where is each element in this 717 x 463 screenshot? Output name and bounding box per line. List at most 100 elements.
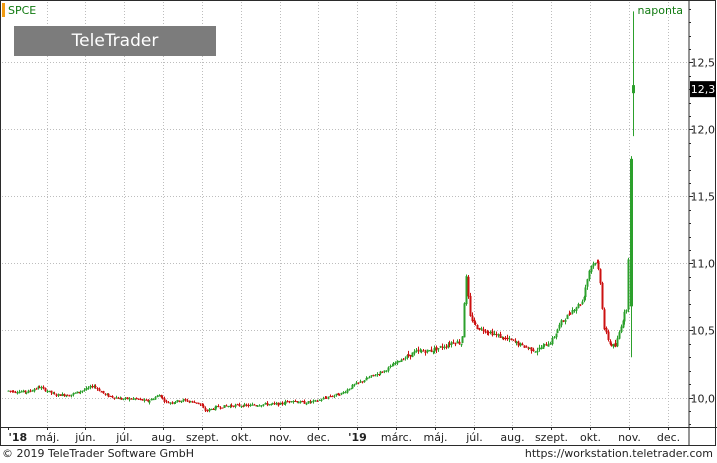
candle-body xyxy=(199,403,202,405)
candle-body xyxy=(16,392,19,394)
candle-body xyxy=(355,382,358,385)
y-tick-label: 11,0 xyxy=(691,258,716,271)
candle-body xyxy=(480,328,483,330)
candle-body xyxy=(197,402,200,404)
candle-body xyxy=(460,344,463,346)
candle-body xyxy=(297,402,300,404)
candle-body xyxy=(247,404,250,407)
candle-body xyxy=(174,401,177,403)
candle-body xyxy=(409,354,412,357)
candle-body xyxy=(161,397,164,399)
candle-body xyxy=(599,269,602,284)
x-tick-label: márc. xyxy=(381,431,412,444)
teletrader-logo: TeleTrader WorkStation xyxy=(14,26,216,81)
candle-body xyxy=(189,401,192,403)
candle-body xyxy=(612,344,615,347)
candle-body xyxy=(24,390,27,393)
candle-body xyxy=(329,396,332,398)
candle-body xyxy=(148,400,151,403)
symbol-label[interactable]: SPCE xyxy=(8,4,37,17)
candle-body xyxy=(66,394,69,396)
candle-body xyxy=(452,342,455,344)
candle-body xyxy=(312,400,315,402)
candle-body xyxy=(573,310,576,312)
candle-body xyxy=(268,404,271,406)
candle-body xyxy=(530,347,533,351)
candle-body xyxy=(387,367,390,371)
candle-body xyxy=(439,346,442,348)
candle-body xyxy=(392,363,395,366)
candle-body xyxy=(586,279,589,287)
candle-body xyxy=(53,393,56,395)
candle-body xyxy=(357,382,360,384)
candle-body xyxy=(178,400,181,402)
x-tick-label: dec. xyxy=(657,431,680,444)
candle-body xyxy=(128,398,131,400)
candle-body xyxy=(353,384,356,386)
candle-body xyxy=(391,365,394,367)
candle-body xyxy=(238,404,241,407)
candle-body xyxy=(630,158,633,307)
footer-url-link[interactable]: https://workstation.teletrader.com xyxy=(524,447,713,460)
candle-body xyxy=(212,409,215,411)
candle-body xyxy=(632,85,635,94)
x-tick-label: okt. xyxy=(580,431,601,444)
candle-body xyxy=(31,390,34,392)
candle-body xyxy=(221,407,224,409)
candle-body xyxy=(68,395,71,397)
candle-body xyxy=(204,408,207,411)
period-label[interactable]: naponta xyxy=(637,4,683,17)
candle-body xyxy=(538,347,541,350)
candle-body xyxy=(504,338,507,340)
candle-body xyxy=(456,341,459,344)
candle-body xyxy=(264,403,267,405)
candle-body xyxy=(417,349,420,351)
candle-body xyxy=(186,400,189,402)
candle-body xyxy=(601,282,604,309)
candle-body xyxy=(163,398,166,402)
candle-body xyxy=(510,339,513,341)
candle-body xyxy=(402,359,405,361)
candle-body xyxy=(413,351,416,354)
candle-body xyxy=(290,401,293,403)
x-tick-label: júl. xyxy=(465,431,483,444)
candle-body xyxy=(147,399,150,402)
candle-body xyxy=(256,405,259,407)
candle-body xyxy=(495,334,498,336)
candle-body xyxy=(579,304,582,306)
candle-body xyxy=(478,328,481,330)
candle-body xyxy=(234,404,237,407)
candle-body xyxy=(335,393,338,396)
y-tick-label: 10,0 xyxy=(691,393,716,406)
candle-body xyxy=(214,406,217,411)
candle-body xyxy=(454,343,457,345)
candle-body xyxy=(450,342,453,345)
candle-body xyxy=(152,399,155,401)
candle-body xyxy=(499,334,502,338)
candle-body xyxy=(260,405,263,407)
candle-body xyxy=(447,344,450,348)
candle-body xyxy=(547,344,550,347)
candle-body xyxy=(98,388,101,392)
candle-body xyxy=(314,400,317,402)
candle-body xyxy=(381,371,384,373)
y-tick-label: 11,5 xyxy=(691,191,716,204)
candle-body xyxy=(497,334,500,336)
candle-body xyxy=(487,332,490,334)
candle-body xyxy=(135,397,138,399)
candle-body xyxy=(545,344,548,346)
candle-body xyxy=(79,391,82,393)
candle-body xyxy=(76,391,79,394)
candle-body xyxy=(443,347,446,349)
candle-body xyxy=(445,346,448,348)
candle-body xyxy=(206,410,209,412)
y-tick-label: 12,0 xyxy=(691,124,716,137)
candlestick-chart[interactable]: 10,0 10,5 11,0 11,5 12,0 12,5 '18 máj. jún. júl. a… xyxy=(1,1,717,447)
candle-body xyxy=(506,337,509,340)
candle-body xyxy=(305,403,308,405)
candle-body xyxy=(124,397,127,399)
candle-body xyxy=(113,397,116,399)
candle-body xyxy=(85,388,88,390)
candle-body xyxy=(458,341,461,345)
candle-body xyxy=(441,346,444,348)
